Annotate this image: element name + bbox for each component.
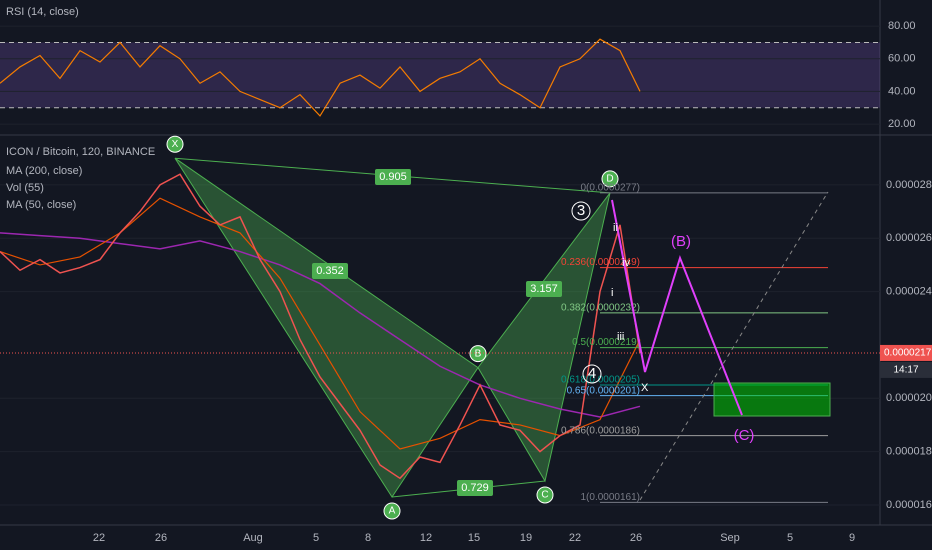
- time-tick-label: 22: [93, 532, 105, 544]
- ratio-label: 0.905: [379, 171, 407, 183]
- target-zone: [713, 382, 831, 417]
- time-tick-label: 5: [313, 532, 319, 544]
- pattern-leg: [174, 157, 479, 498]
- ma200-line: [0, 232, 641, 418]
- time-tick-label: Sep: [720, 532, 740, 544]
- wave-circle: [571, 201, 591, 221]
- pattern-point-label: D: [606, 174, 613, 185]
- pattern-point: [536, 486, 554, 504]
- time-tick-label: 19: [520, 532, 532, 544]
- time-tick-label: Aug: [243, 532, 263, 544]
- last-price-label: 0.0000217: [884, 348, 932, 359]
- legend-item: Vol (55): [6, 182, 44, 194]
- ma50-line: [0, 197, 641, 450]
- time-tick-label: 22: [569, 532, 581, 544]
- ratio-box: [457, 480, 493, 496]
- rsi-tick-label: 20.00: [888, 118, 916, 130]
- ratio-box: [526, 281, 562, 297]
- time-tick-label: 12: [420, 532, 432, 544]
- time-tick-label: 8: [365, 532, 371, 544]
- fib-label: 0.236(0.0000249): [561, 257, 640, 268]
- wave-label: ii: [613, 222, 618, 234]
- wave-circle: [582, 364, 602, 384]
- pattern-point: [601, 170, 619, 188]
- pattern-point: [469, 345, 487, 363]
- ratio-label: 3.157: [530, 283, 558, 295]
- rsi-line: [0, 38, 641, 117]
- time-tick-label: 26: [155, 532, 167, 544]
- pattern-point: [166, 135, 184, 153]
- wave-label: (B): [671, 233, 691, 250]
- wave-label: 3: [577, 202, 585, 219]
- wave-label: iv: [622, 257, 630, 269]
- fib-label: 0(0.0000277): [581, 183, 641, 194]
- fib-label: 0.5(0.0000219): [572, 337, 640, 348]
- wave-label: (C): [734, 427, 755, 444]
- ratio-label: 0.729: [461, 482, 489, 494]
- wave-label: iii: [617, 331, 624, 343]
- time-tick-label: 5: [787, 532, 793, 544]
- rsi-tick-label: 40.00: [888, 85, 916, 97]
- countdown-label: 14:17: [893, 365, 918, 376]
- pattern-point-label: B: [475, 348, 482, 359]
- rsi-tick-label: 80.00: [888, 20, 916, 32]
- legend-item: MA (200, close): [6, 165, 82, 177]
- rsi-tick-label: 60.00: [888, 53, 916, 65]
- projection-path: [611, 199, 743, 416]
- legend-item: MA (50, close): [6, 199, 76, 211]
- time-tick-label: 9: [849, 532, 855, 544]
- fib-label: 0.65(0.0000201): [567, 385, 640, 396]
- rsi-band: [0, 42, 880, 108]
- wave-label: i: [611, 287, 613, 299]
- wave-label: 4: [588, 365, 596, 382]
- fib-label: 0.382(0.0000232): [561, 303, 640, 314]
- last-price-box: [880, 344, 932, 361]
- pattern-point-label: X: [172, 139, 179, 150]
- pattern-point-label: C: [541, 490, 548, 501]
- rsi-title: RSI (14, close): [6, 6, 79, 18]
- ratio-box: [375, 169, 411, 185]
- pattern-point-label: A: [389, 506, 396, 517]
- wave-label: X: [641, 382, 649, 394]
- symbol-title: ICON / Bitcoin, 120, BINANCE: [6, 146, 155, 158]
- ratio-box: [312, 263, 348, 279]
- pattern-point: [383, 502, 401, 520]
- countdown-box: [880, 361, 932, 378]
- time-tick-label: 26: [630, 532, 642, 544]
- fib-label: 0.618(0.0000205): [561, 375, 640, 386]
- fib-label: 1(0.0000161): [581, 492, 641, 503]
- ratio-label: 0.352: [316, 265, 344, 277]
- price-line: [0, 173, 641, 480]
- fib-label: 0.786(0.0000186): [561, 425, 640, 436]
- time-tick-label: 15: [468, 532, 480, 544]
